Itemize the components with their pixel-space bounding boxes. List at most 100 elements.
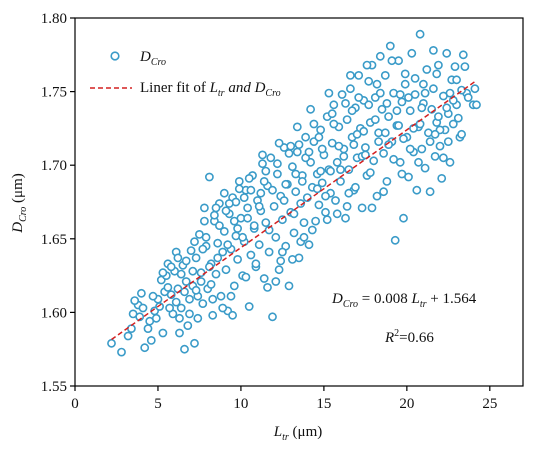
data-point: [309, 119, 319, 129]
data-point: [377, 104, 387, 114]
data-point: [437, 173, 447, 183]
data-point: [146, 335, 156, 345]
data-point: [140, 343, 150, 353]
data-point: [256, 188, 266, 198]
data-point: [420, 163, 430, 173]
data-point: [407, 48, 417, 58]
data-point: [314, 132, 324, 142]
data-point: [400, 79, 410, 89]
data-point: [287, 254, 297, 264]
data-point: [339, 151, 349, 161]
data-point: [258, 150, 267, 160]
y-tick-label: 1.60: [41, 305, 67, 321]
tick-labels: 0 5 10 15 20 25 1.55 1.60 1.65 1.70 1.75 1.80: [41, 11, 498, 412]
data-point: [365, 168, 375, 177]
data-point: [292, 122, 302, 132]
data-point: [336, 165, 345, 174]
data-point: [233, 254, 242, 264]
data-point: [190, 338, 199, 348]
data-point: [208, 310, 218, 320]
data-point: [239, 193, 249, 202]
data-point: [117, 347, 126, 357]
data-point: [452, 75, 461, 85]
scatter-points: [107, 29, 481, 357]
data-point: [204, 172, 214, 182]
data-point: [399, 213, 408, 223]
data-point: [394, 121, 403, 130]
data-point: [249, 221, 259, 230]
data-point: [344, 188, 354, 198]
data-point: [229, 281, 239, 291]
y-tick-label: 1.80: [41, 11, 67, 27]
data-point: [380, 71, 390, 80]
data-point: [246, 185, 256, 195]
y-tick-label: 1.75: [41, 85, 67, 101]
data-point: [158, 328, 168, 338]
data-point: [277, 247, 287, 257]
data-point: [299, 232, 309, 242]
plot-frame: [74, 17, 524, 387]
data-point: [199, 203, 209, 213]
data-point: [357, 203, 367, 213]
data-point: [382, 176, 392, 186]
data-point: [329, 100, 339, 110]
data-point: [364, 100, 374, 110]
data-point: [258, 159, 267, 169]
data-point: [332, 157, 342, 167]
data-point: [190, 237, 199, 247]
data-point: [345, 84, 355, 94]
data-point: [254, 240, 264, 250]
data-point: [292, 147, 302, 157]
data-point: [375, 51, 385, 61]
data-point: [218, 247, 228, 257]
data-point: [294, 140, 304, 149]
data-point: [405, 144, 415, 154]
data-point: [410, 74, 420, 83]
axis-ticks: [70, 17, 491, 391]
data-point: [470, 84, 480, 94]
data-point: [268, 185, 277, 195]
data-point: [175, 328, 184, 338]
legend: DCro Liner fit of Ltr and DCro: [90, 49, 281, 99]
data-point: [181, 256, 191, 266]
fit-line-layer: [111, 79, 477, 341]
data-point: [268, 312, 277, 322]
data-point: [107, 338, 116, 348]
data-point: [272, 159, 282, 169]
data-point: [321, 207, 330, 217]
data-point: [360, 143, 370, 152]
data-point: [299, 218, 309, 227]
data-point: [404, 93, 413, 102]
data-point: [399, 134, 408, 144]
data-point: [418, 79, 428, 89]
data-point: [274, 138, 284, 148]
data-point: [460, 62, 470, 71]
data-point: [279, 196, 289, 205]
data-point: [158, 268, 168, 278]
y-axis-title: DCro (μm): [10, 173, 29, 234]
data-point: [291, 187, 301, 197]
data-point: [384, 112, 393, 121]
data-point: [354, 93, 364, 102]
data-point: [425, 137, 435, 146]
data-point: [246, 250, 256, 260]
data-point: [327, 109, 337, 119]
data-point: [261, 166, 271, 176]
data-point: [432, 69, 442, 79]
data-point: [289, 209, 299, 219]
x-axis-title: Ltr (μm): [273, 424, 322, 443]
data-point: [433, 60, 443, 70]
data-point: [271, 232, 281, 242]
data-point: [136, 288, 146, 298]
data-point: [414, 157, 423, 167]
data-point: [352, 129, 362, 139]
data-point: [196, 268, 206, 278]
data-point: [379, 148, 388, 158]
data-point: [354, 71, 364, 80]
data-point: [138, 303, 148, 313]
data-point: [271, 277, 281, 286]
data-point: [193, 313, 203, 323]
data-point: [198, 299, 208, 308]
data-point: [199, 216, 209, 226]
data-point: [196, 277, 206, 286]
